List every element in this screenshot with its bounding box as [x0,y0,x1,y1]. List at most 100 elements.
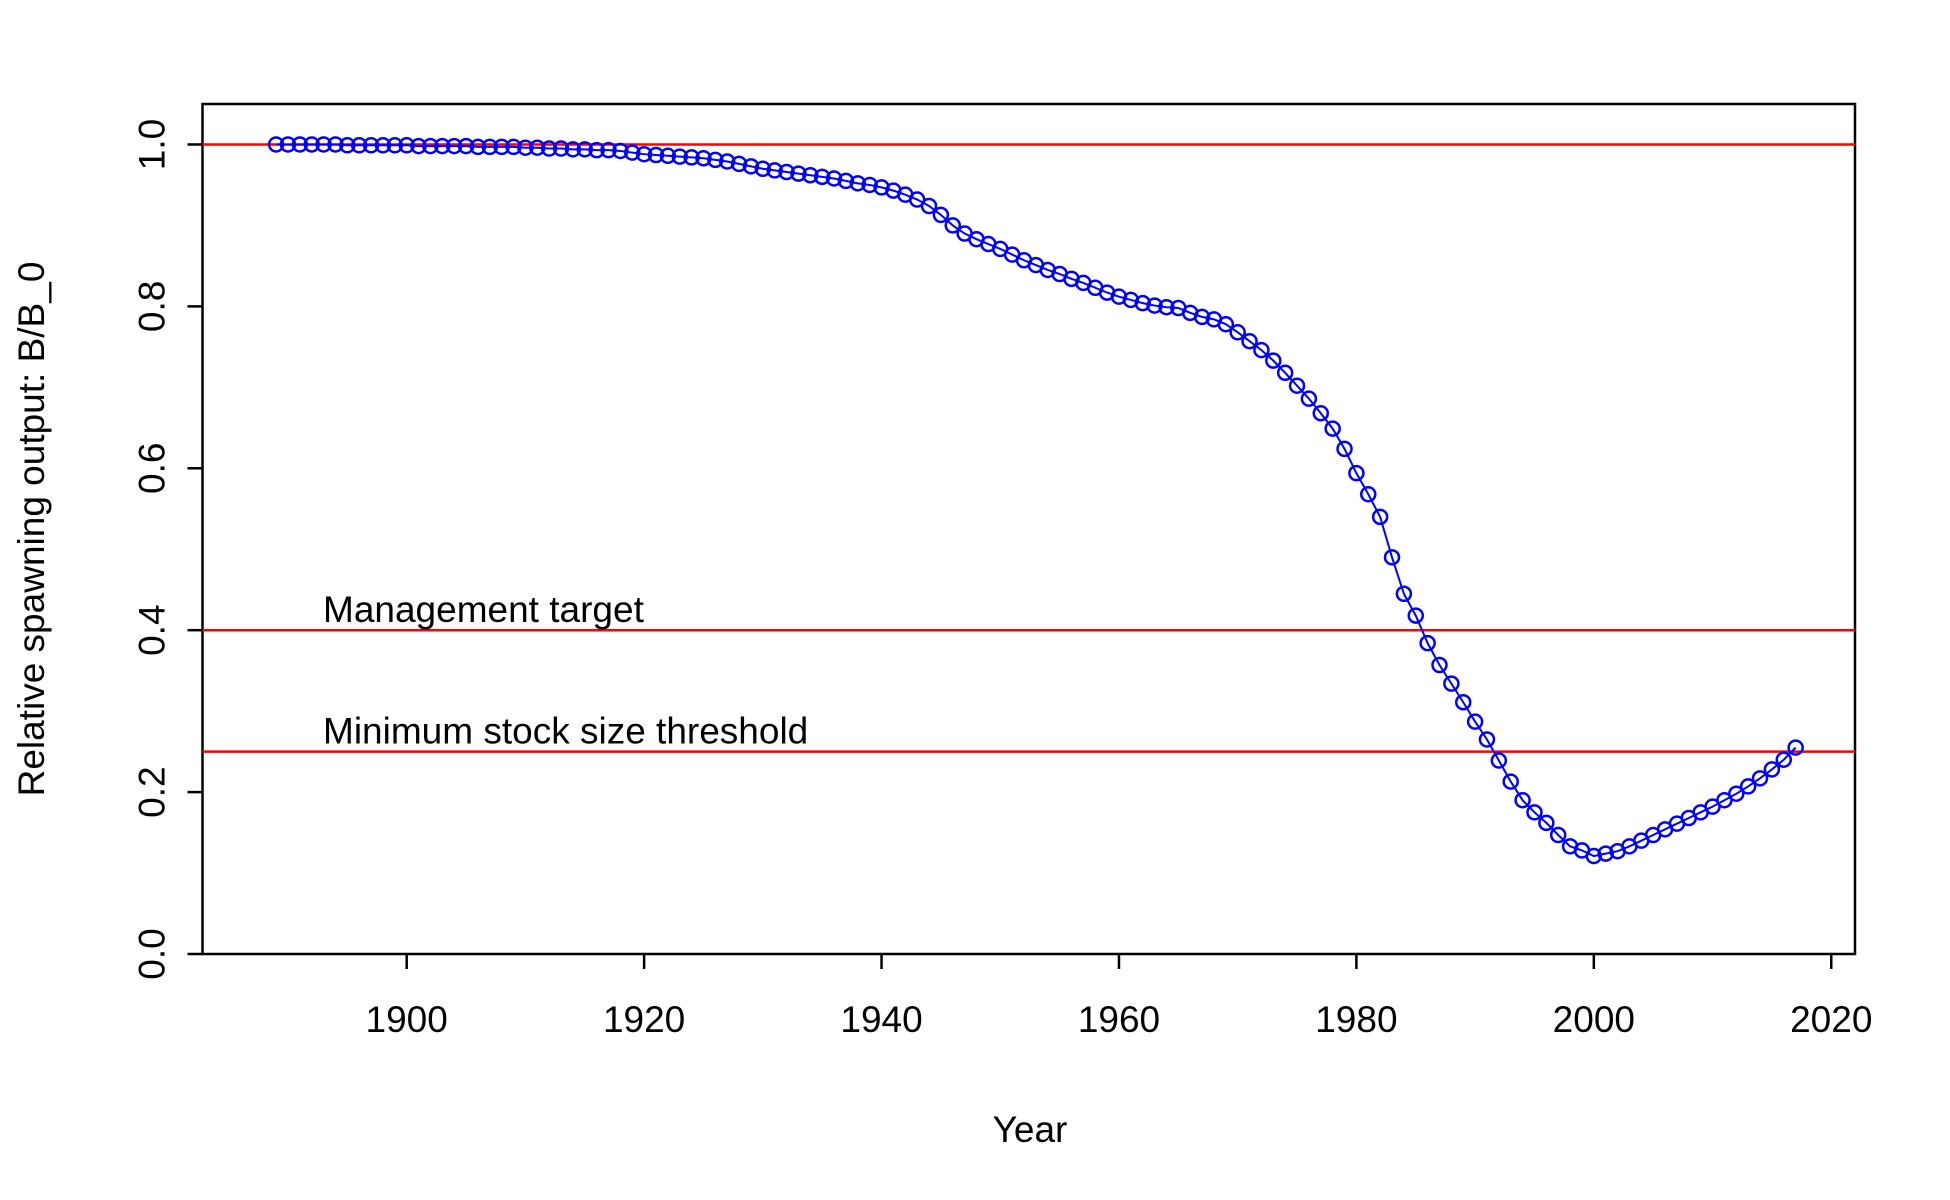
data-point [659,147,677,165]
y-tick-label: 1.0 [132,119,173,170]
data-point [540,140,558,157]
data-point [647,146,665,164]
data-point [457,137,475,155]
x-tick-label: 2020 [1790,999,1872,1040]
data-point [1787,739,1804,756]
data-point [766,162,783,179]
data-point [362,137,380,154]
data-point [671,148,688,165]
data-point [1193,308,1211,326]
data-point [1431,656,1448,674]
y-tick-label: 0.8 [132,281,173,332]
data-point [564,141,582,158]
data-point [707,151,724,169]
data-point [303,136,320,153]
data-point [505,138,522,156]
data-point [445,137,463,155]
data-point [600,141,617,159]
data-point [1502,773,1519,790]
data-point [1134,294,1151,312]
data-point [695,149,712,167]
data-point [920,197,938,215]
data-point [623,144,641,161]
reference-label: Minimum stock size threshold [323,711,808,752]
data-point [861,176,878,194]
data-point [1146,297,1163,314]
y-tick-label: 0.6 [132,443,173,494]
data-point [398,137,415,154]
y-tick-label: 0.0 [132,928,173,979]
data-point [588,141,605,159]
data-point [410,137,427,155]
data-point [1312,404,1330,422]
data-point [932,206,950,224]
data-point [1407,607,1425,624]
data-point [1419,634,1436,652]
plot-frame [201,102,1857,956]
data-point [1538,814,1555,832]
data-point [1288,377,1306,394]
data-point [1775,751,1793,768]
data-point [1728,785,1745,802]
data-point [1324,420,1341,437]
data-point [1300,390,1318,407]
data-point [374,137,392,154]
data-point [1383,549,1401,566]
data-point [350,137,368,154]
y-tick-label: 0.2 [132,766,173,817]
data-point [1514,791,1531,809]
x-tick-label: 1940 [840,999,922,1040]
data-point [754,160,772,178]
data-point [1253,341,1270,359]
data-point [718,153,736,170]
y-tick-label: 0.4 [132,604,173,655]
x-tick-label: 1980 [1315,999,1397,1040]
data-point [837,172,855,190]
data-point [386,137,404,154]
data-point [790,165,807,182]
data-point [529,139,546,156]
x-tick-label: 1960 [1078,999,1160,1040]
data-point [1265,352,1282,369]
data-point [742,158,760,175]
data-point [1739,778,1757,795]
data-point [1466,713,1484,730]
x-tick-label: 1900 [366,999,448,1040]
data-point [1549,826,1567,844]
data-point [1336,440,1353,458]
reference-label: Management target [323,589,645,630]
data-point [327,136,344,153]
data-point [1360,485,1377,503]
data-point [493,138,510,156]
data-point [778,163,795,181]
data-point [1395,585,1413,603]
data-point [291,136,309,153]
data-point [279,136,297,153]
data-point [1490,752,1508,769]
data-point [422,137,439,155]
x-tick-label: 1920 [603,999,685,1040]
data-point [1763,761,1781,778]
data-point [1217,315,1235,333]
data-point [469,138,487,156]
data-point [1454,693,1472,711]
data-point [635,145,653,163]
data-point [825,170,843,187]
data-point [481,138,499,156]
data-point [944,217,962,234]
data-point [802,166,819,184]
data-point [1241,332,1258,350]
data-point [1443,675,1460,692]
data-point [1348,464,1365,482]
data-point [517,139,534,156]
data-point [1597,845,1614,862]
data-point [1751,770,1769,787]
x-tick-label: 2000 [1553,999,1635,1040]
data-point [813,168,831,186]
data-point [1371,508,1389,526]
data-point [434,137,451,155]
data-point [315,136,332,153]
data-point [683,149,700,166]
data-point [1478,731,1496,748]
